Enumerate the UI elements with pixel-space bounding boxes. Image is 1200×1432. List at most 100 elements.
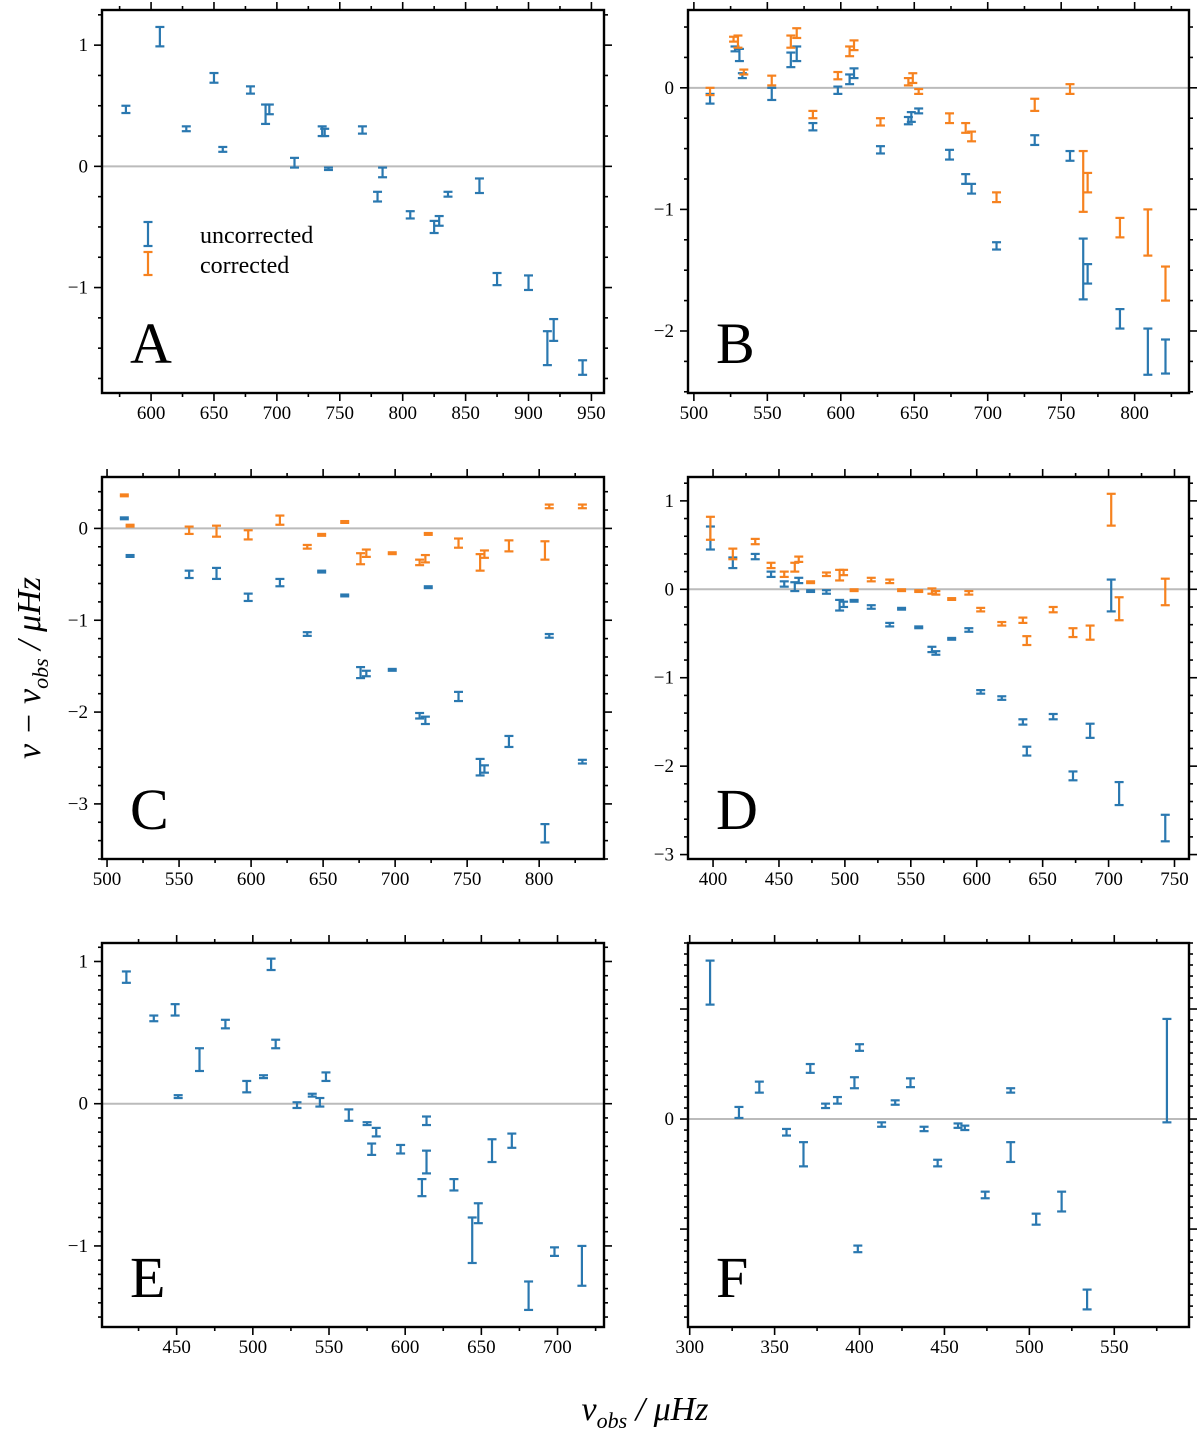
data-point-corrected xyxy=(997,620,1007,627)
data-point-uncorrected xyxy=(387,667,397,672)
data-point-uncorrected xyxy=(209,71,219,84)
data-point-corrected xyxy=(1068,627,1078,639)
y-label-symbol: ν − ν xyxy=(11,688,48,759)
data-point-corrected xyxy=(947,597,957,602)
data-point-uncorrected xyxy=(292,1101,302,1110)
data-point-uncorrected xyxy=(289,156,299,169)
data-point-uncorrected xyxy=(212,566,222,581)
data-point-uncorrected xyxy=(734,47,744,63)
y-label-subscript: obs xyxy=(28,658,53,689)
data-point-corrected xyxy=(243,529,253,541)
data-point-uncorrected xyxy=(1078,237,1088,301)
data-point-uncorrected xyxy=(218,145,228,153)
legend-errorbar-corrected xyxy=(143,250,153,277)
data-point-uncorrected xyxy=(877,1121,887,1128)
x-tick-label: 700 xyxy=(973,403,1002,424)
series-corrected xyxy=(705,492,1170,647)
x-tick-label: 550 xyxy=(165,869,194,890)
data-point-uncorrected xyxy=(976,689,986,695)
data-point-uncorrected xyxy=(875,145,885,155)
x-tick-label: 650 xyxy=(309,869,338,890)
data-point-uncorrected xyxy=(1115,308,1125,330)
data-point-uncorrected xyxy=(504,734,514,749)
data-point-uncorrected xyxy=(849,1076,859,1090)
y-tick-label: 0 xyxy=(79,1094,89,1115)
panel-c: 500 550 600 650 700 750 800 −3 −2 −1 0 C xyxy=(68,469,612,890)
data-point-uncorrected xyxy=(577,758,587,765)
y-tick-label: −1 xyxy=(68,610,88,631)
legend-label-uncorrected: uncorrected xyxy=(200,223,313,249)
x-tick-label: 350 xyxy=(760,1337,789,1358)
data-point-uncorrected xyxy=(1114,780,1124,807)
data-point-uncorrected xyxy=(1048,712,1058,721)
data-point-uncorrected xyxy=(885,621,895,628)
data-point-uncorrected xyxy=(396,1143,406,1155)
x-axis-label: νobs / μHz xyxy=(582,1391,709,1432)
x-tick-label: 700 xyxy=(381,869,410,890)
data-point-uncorrected xyxy=(321,1071,331,1083)
data-point-corrected xyxy=(1143,208,1153,257)
x-tick-label: 550 xyxy=(753,403,782,424)
x-tick-label: 600 xyxy=(137,403,166,424)
data-point-corrected xyxy=(750,537,760,546)
data-point-uncorrected xyxy=(845,73,855,86)
data-point-uncorrected xyxy=(121,104,131,115)
data-point-corrected xyxy=(544,503,554,510)
x-tick-label: 450 xyxy=(765,869,794,890)
data-point-uncorrected xyxy=(1057,1190,1067,1213)
panel-a: 600 650 700 750 800 850 900 950 −1 0 1 A xyxy=(68,2,612,424)
x-tick-label: 750 xyxy=(453,869,482,890)
data-point-corrected xyxy=(1022,635,1032,647)
data-point-uncorrected xyxy=(242,1079,252,1094)
y-tick-label: 0 xyxy=(79,156,89,177)
x-tick-label: 650 xyxy=(900,403,929,424)
data-point-corrected xyxy=(1030,97,1040,113)
x-tick-label: 450 xyxy=(930,1337,959,1358)
y-tick-label: −2 xyxy=(654,321,674,342)
x-tick-label: 700 xyxy=(1094,869,1123,890)
data-point-uncorrected xyxy=(340,593,350,598)
data-point-uncorrected xyxy=(356,665,366,680)
data-point-uncorrected xyxy=(1006,1141,1016,1164)
x-tick-label: 750 xyxy=(1047,403,1076,424)
series-uncorrected xyxy=(705,525,1170,843)
series-uncorrected xyxy=(705,959,1172,1311)
data-point-uncorrected xyxy=(266,957,276,972)
data-point-uncorrected xyxy=(507,1132,517,1149)
data-point-uncorrected xyxy=(931,650,941,656)
x-label-subscript: obs xyxy=(597,1408,628,1432)
data-point-uncorrected xyxy=(1160,813,1170,843)
data-point-uncorrected xyxy=(1085,722,1095,739)
data-point-uncorrected xyxy=(357,125,367,135)
panel-label: A xyxy=(130,311,172,376)
data-point-corrected xyxy=(849,39,859,52)
data-point-uncorrected xyxy=(542,330,552,367)
data-point-corrected xyxy=(420,553,430,564)
data-point-corrected xyxy=(914,589,924,594)
data-point-uncorrected xyxy=(821,589,831,595)
data-point-uncorrected xyxy=(1068,770,1078,782)
data-point-corrected xyxy=(1065,83,1075,95)
data-point-uncorrected xyxy=(449,1177,459,1192)
data-point-corrected xyxy=(945,112,955,125)
data-point-corrected xyxy=(897,588,907,593)
data-point-uncorrected xyxy=(181,125,191,133)
data-point-corrected xyxy=(1083,171,1093,194)
data-point-uncorrected xyxy=(914,625,924,630)
data-point-uncorrected xyxy=(170,1003,180,1017)
data-point-uncorrected xyxy=(1162,1017,1172,1124)
data-point-uncorrected xyxy=(953,1122,963,1129)
data-point-corrected xyxy=(839,568,849,577)
data-point-uncorrected xyxy=(578,359,588,376)
data-point-uncorrected xyxy=(271,1038,281,1050)
data-point-corrected xyxy=(728,547,738,561)
data-point-corrected xyxy=(1048,605,1058,614)
data-point-uncorrected xyxy=(474,177,484,195)
data-point-corrected xyxy=(540,540,550,561)
data-point-uncorrected xyxy=(786,51,796,69)
data-point-uncorrected xyxy=(549,317,559,342)
data-point-uncorrected xyxy=(344,1108,354,1122)
data-point-uncorrected xyxy=(992,241,1002,251)
data-point-uncorrected xyxy=(243,592,253,603)
data-point-uncorrected xyxy=(855,1043,865,1052)
